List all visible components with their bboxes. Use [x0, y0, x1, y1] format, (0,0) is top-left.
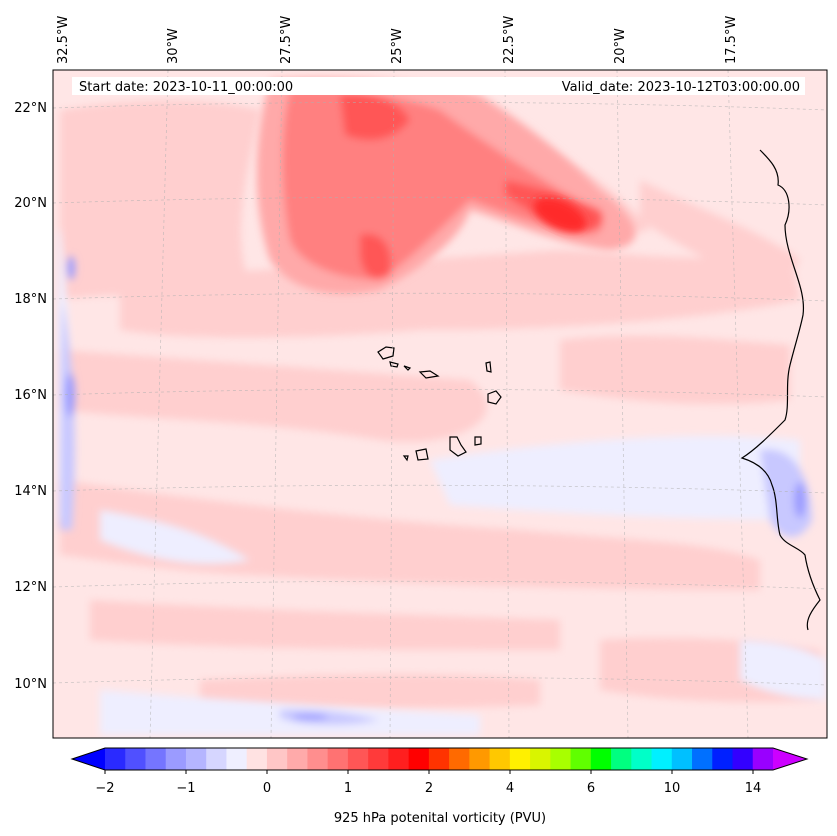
- lon-label: 25°W: [390, 28, 405, 64]
- latitude-labels: 22°N 20°N 18°N 16°N 14°N 12°N 10°N: [14, 101, 47, 692]
- colorbar-title: 925 hPa potenital vorticity (PVU): [334, 811, 546, 826]
- lat-label: 12°N: [14, 580, 47, 595]
- colorbar-segment: [651, 748, 673, 770]
- lat-label: 10°N: [14, 677, 47, 692]
- lon-label: 30°W: [166, 28, 181, 64]
- longitude-labels: 32.5°W 30°W 27.5°W 25°W 22.5°W 20°W 17.5…: [56, 16, 739, 64]
- colorbar-ticks: [104, 770, 754, 774]
- colorbar-segment: [752, 748, 774, 770]
- colorbar: [70, 747, 809, 771]
- colorbar-segment: [489, 748, 511, 770]
- colorbar-segment: [287, 748, 309, 770]
- colorbar-segment: [428, 748, 450, 770]
- colorbar-segment: [246, 748, 268, 770]
- cbar-tick-label: −2: [95, 781, 114, 796]
- lat-label: 20°N: [14, 196, 47, 211]
- colorbar-segment: [712, 748, 734, 770]
- cbar-tick-label: 2: [425, 781, 433, 796]
- colorbar-segment: [105, 748, 126, 770]
- colorbar-segment: [469, 748, 491, 770]
- colorbar-segment: [165, 748, 187, 770]
- pv-contours-negative: [58, 230, 826, 735]
- colorbar-segment: [530, 748, 551, 770]
- lon-label: 20°W: [613, 28, 628, 64]
- colorbar-segment: [327, 748, 349, 770]
- colorbar-segment: [671, 748, 693, 770]
- cbar-tick-label: 6: [587, 781, 595, 796]
- colorbar-segment: [125, 748, 147, 770]
- colorbar-segment: [206, 748, 228, 770]
- colorbar-segment: [732, 748, 754, 770]
- colorbar-segment: [509, 748, 531, 770]
- lat-label: 14°N: [14, 484, 47, 499]
- colorbar-segment: [449, 748, 470, 770]
- colorbar-segment: [145, 748, 167, 770]
- colorbar-segment: [550, 748, 572, 770]
- lon-label: 27.5°W: [279, 16, 294, 64]
- map-panel: [53, 70, 827, 738]
- colorbar-segment: [368, 748, 389, 770]
- map-frame: [52, 69, 828, 739]
- pv-contours-medium: [256, 78, 636, 294]
- colorbar-tick-labels: −2 −1 0 1 2 4 6 10 14: [95, 781, 761, 796]
- graticule: [53, 70, 827, 738]
- lon-label: 22.5°W: [502, 16, 517, 64]
- colorbar-segment: [226, 748, 248, 770]
- cbar-tick-label: 4: [506, 781, 514, 796]
- colorbar-segment: [266, 748, 288, 770]
- start-date-label: Start date: 2023-10-11_00:00:00: [79, 80, 293, 95]
- cbar-tick-label: 10: [664, 781, 681, 796]
- colorbar-segment: [631, 748, 653, 770]
- colorbar-segment: [570, 748, 592, 770]
- pv-max-core: [533, 197, 587, 233]
- cbar-tick-label: 0: [263, 781, 271, 796]
- cbar-tick-label: 14: [745, 781, 762, 796]
- lat-label: 16°N: [14, 388, 47, 403]
- lat-label: 18°N: [14, 292, 47, 307]
- colorbar-segment: [347, 748, 369, 770]
- colorbar-segment: [611, 748, 632, 770]
- colorbar-extend-max: [773, 748, 807, 770]
- colorbar-segment: [590, 748, 612, 770]
- colorbar-segment: [185, 748, 207, 770]
- lon-label: 32.5°W: [56, 16, 71, 64]
- colorbar-segment: [692, 748, 713, 770]
- colorbar-segment: [388, 748, 410, 770]
- colorbar-segment: [408, 748, 430, 770]
- lon-label: 17.5°W: [724, 16, 739, 64]
- africa-coastline: [740, 149, 821, 631]
- cape-verde-islands: [377, 346, 502, 462]
- cbar-tick-label: 1: [344, 781, 352, 796]
- colorbar-segment: [307, 748, 329, 770]
- lat-label: 22°N: [14, 101, 47, 116]
- valid-date-label: Valid_date: 2023-10-12T03:00:00.00: [562, 80, 800, 95]
- colorbar-extend-min: [72, 748, 105, 770]
- start-date-box: [72, 77, 805, 95]
- cbar-tick-label: −1: [176, 781, 195, 796]
